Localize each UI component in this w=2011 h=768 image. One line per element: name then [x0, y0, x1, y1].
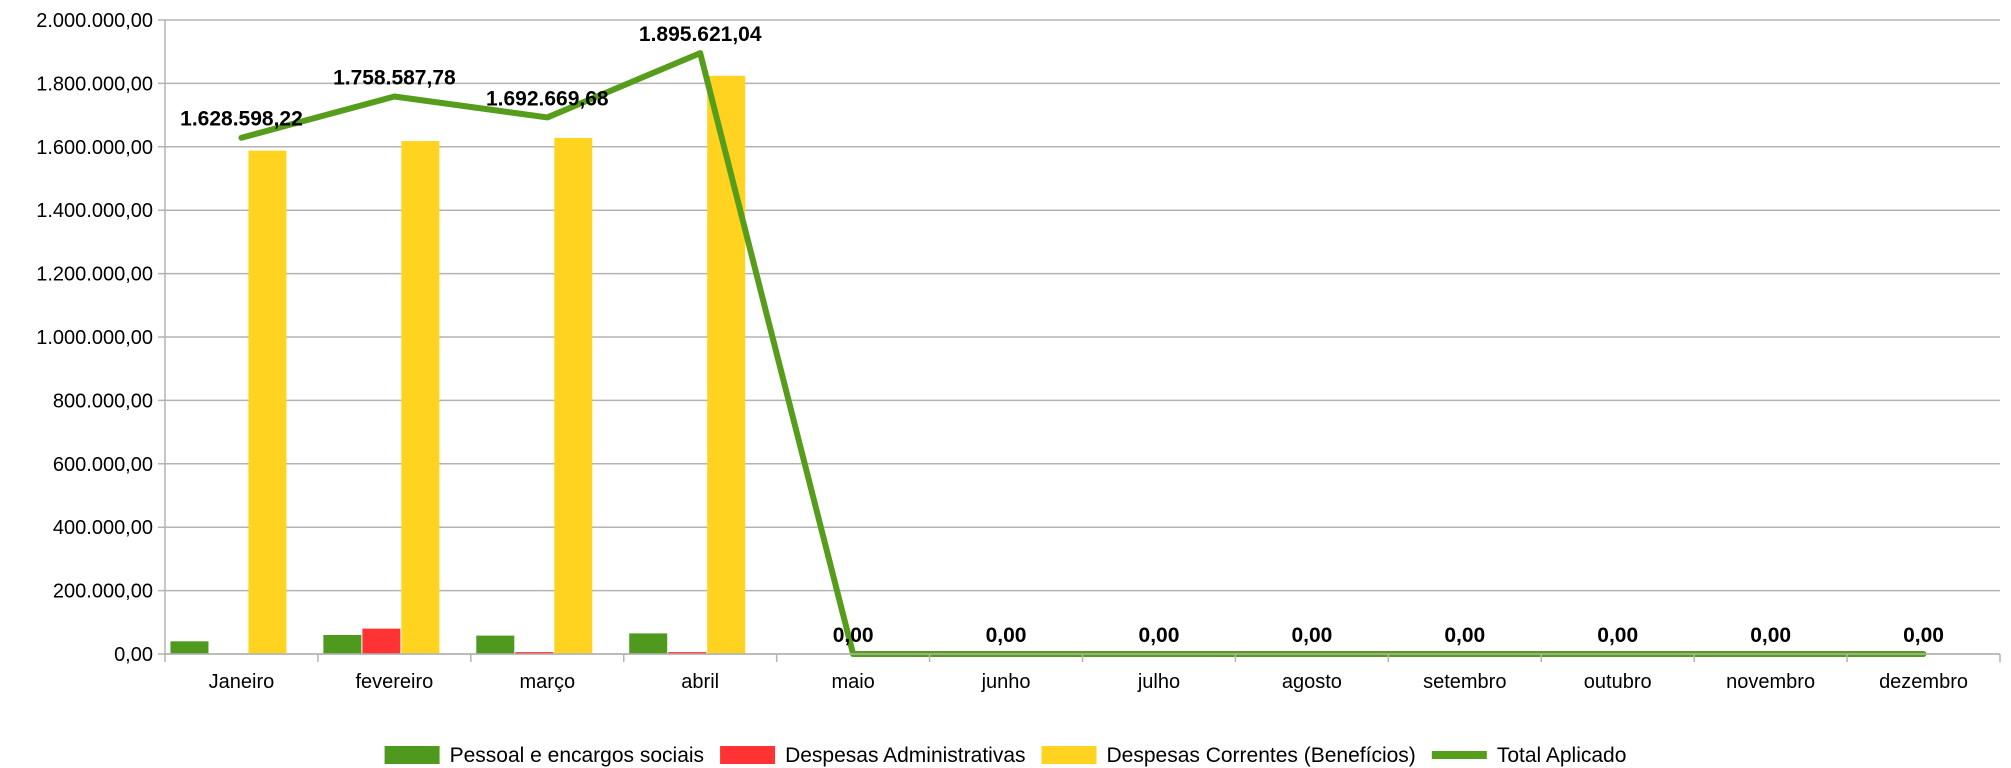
bar-1 — [476, 635, 515, 654]
x-tick-label: maio — [831, 671, 874, 693]
bar-3 — [554, 137, 593, 654]
legend-swatch — [1431, 751, 1487, 759]
x-tick-label: fevereiro — [355, 671, 433, 693]
legend-label: Despesas Administrativas — [785, 744, 1025, 767]
x-tick-label: agosto — [1282, 671, 1342, 693]
data-label: 0,00 — [1291, 624, 1332, 647]
x-tick-label: outubro — [1584, 671, 1652, 693]
legend-swatch — [720, 746, 776, 764]
data-label: 0,00 — [1444, 624, 1485, 647]
x-tick-label: dezembro — [1879, 671, 1968, 693]
data-label: 0,00 — [1903, 624, 1944, 647]
x-tick-label: novembro — [1726, 671, 1815, 693]
bar-2 — [668, 652, 707, 654]
x-tick-label: setembro — [1423, 671, 1506, 693]
bar-3 — [248, 150, 287, 654]
y-tick-label: 0,00 — [114, 644, 153, 666]
y-axis-tick-labels: 0,00 200.000,00 400.000,00 600.000,00 800.00… — [36, 10, 153, 666]
x-tick-label: julho — [1137, 671, 1180, 693]
data-label: 0,00 — [1750, 624, 1791, 647]
total-aplicado-line — [238, 50, 1927, 657]
data-label: 0,00 — [1597, 624, 1638, 647]
bar-1 — [629, 633, 668, 654]
x-tick-label: abril — [681, 671, 719, 693]
axes — [164, 20, 2001, 662]
legend-label: Total Aplicado — [1497, 744, 1627, 767]
y-tick-label: 400.000,00 — [53, 517, 153, 539]
legend: Pessoal e encargos sociais Despesas Admin… — [384, 744, 1627, 767]
total-line — [238, 50, 1927, 657]
gridlines — [158, 19, 2000, 655]
y-tick-label: 1.200.000,00 — [36, 264, 153, 286]
data-label: 1.692.669,68 — [486, 87, 609, 110]
bars — [170, 75, 746, 655]
data-label: 1.628.598,22 — [180, 108, 303, 131]
bar-2 — [362, 628, 401, 654]
x-tick-label: Janeiro — [209, 671, 275, 693]
y-tick-label: 1.400.000,00 — [36, 200, 153, 222]
y-tick-label: 1.800.000,00 — [36, 73, 153, 95]
y-tick-label: 200.000,00 — [53, 581, 153, 603]
legend-label: Pessoal e encargos sociais — [450, 744, 704, 767]
x-axis-category-labels: Janeiro fevereiro março abril maio junho julho… — [209, 671, 1968, 693]
bar-2 — [515, 652, 554, 654]
x-tick-label: junho — [981, 671, 1031, 693]
legend-swatch — [1041, 746, 1097, 764]
data-label: 0,00 — [1139, 624, 1180, 647]
data-label: 0,00 — [986, 624, 1027, 647]
legend-swatch — [384, 746, 440, 764]
legend-label: Despesas Correntes (Benefícios) — [1107, 744, 1416, 767]
data-label: 1.895.621,04 — [639, 23, 762, 46]
y-tick-label: 800.000,00 — [53, 390, 153, 412]
y-tick-label: 2.000.000,00 — [36, 10, 153, 32]
bar-1 — [323, 634, 362, 654]
bar-3 — [401, 141, 440, 654]
x-tick-label: março — [520, 671, 576, 693]
bar-1 — [170, 641, 209, 654]
data-label: 1.758.587,78 — [333, 67, 456, 90]
bar-3 — [707, 75, 746, 655]
data-labels: 1.628.598,22 1.758.587,78 1.692.669,68 1.89… — [180, 23, 1944, 647]
y-tick-label: 1.000.000,00 — [36, 327, 153, 349]
data-label: 0,00 — [833, 624, 874, 647]
y-tick-label: 600.000,00 — [53, 454, 153, 476]
y-tick-label: 1.600.000,00 — [36, 137, 153, 159]
